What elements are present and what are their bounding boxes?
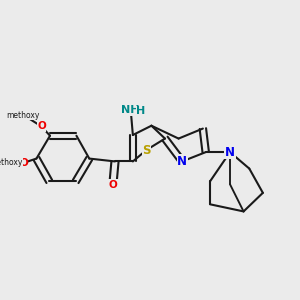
Text: N: N	[177, 155, 187, 168]
Text: O: O	[109, 180, 117, 190]
Text: O: O	[19, 158, 28, 168]
Text: methoxy: methoxy	[6, 111, 40, 120]
Text: NH: NH	[122, 105, 140, 115]
Text: methoxy: methoxy	[0, 158, 22, 167]
Text: S: S	[142, 143, 151, 157]
Text: O: O	[37, 122, 46, 131]
Text: N: N	[225, 146, 235, 159]
Text: H: H	[136, 106, 145, 116]
